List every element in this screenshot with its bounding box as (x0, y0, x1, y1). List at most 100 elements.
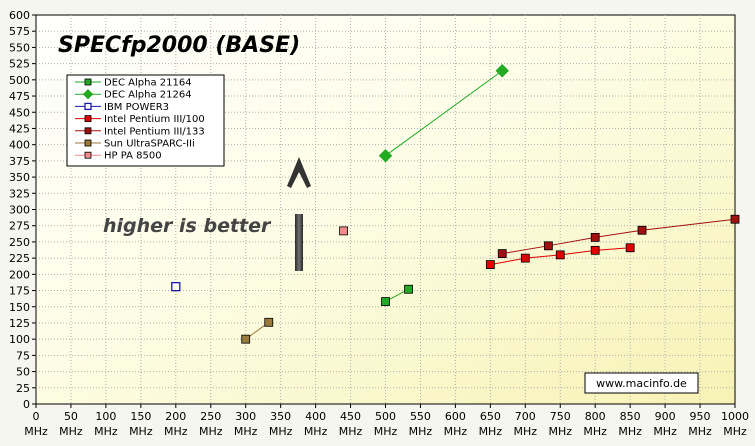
series-dec-alpha-21164 (381, 284, 413, 306)
x-tick-label: 800 (585, 410, 606, 423)
x-tick-label: 850 (620, 410, 641, 423)
x-tick-unit: MHz (269, 425, 293, 438)
data-point (495, 64, 509, 78)
x-tick-unit: MHz (24, 425, 48, 438)
x-tick-unit: MHz (164, 425, 188, 438)
legend-label: HP PA 8500 (104, 151, 162, 162)
y-tick-label: 200 (9, 268, 30, 281)
legend-box (66, 74, 225, 167)
x-tick-label: 50 (64, 410, 78, 423)
x-tick-label: 450 (340, 410, 361, 423)
legend-label: Sun UltraSPARC-IIi (104, 139, 195, 150)
x-tick-unit: MHz (548, 425, 572, 438)
legend-item: Intel Pentium III/100 (75, 114, 205, 125)
x-tick-label: 700 (515, 410, 536, 423)
y-tick-label: 250 (9, 236, 30, 249)
y-tick-label: 600 (9, 9, 30, 22)
data-point (730, 214, 740, 224)
legend-item: Sun UltraSPARC-IIi (75, 139, 195, 150)
x-tick-label: 0 (33, 410, 40, 423)
watermark-box (584, 372, 699, 394)
y-tick-label: 325 (9, 187, 30, 200)
x-tick-label: 350 (270, 410, 291, 423)
x-tick-unit: MHz (688, 425, 712, 438)
x-tick-unit: MHz (479, 425, 503, 438)
y-tick-label: 100 (9, 333, 30, 346)
x-tick-unit: MHz (444, 425, 468, 438)
watermark-text: www.macinfo.de (596, 377, 687, 390)
x-tick-label: 250 (200, 410, 221, 423)
x-tick-label: 400 (305, 410, 326, 423)
watermark: www.macinfo.de (584, 372, 699, 394)
x-tick-unit: MHz (723, 425, 747, 438)
y-tick-label: 375 (9, 155, 30, 168)
y-tick-label: 25 (16, 382, 30, 395)
y-tick-label: 475 (9, 90, 30, 103)
annotation-text: higher is better (103, 215, 272, 237)
data-point (84, 139, 92, 147)
data-point (84, 151, 92, 159)
x-tick-label: 950 (690, 410, 711, 423)
legend-item: IBM POWER3 (75, 102, 169, 113)
x-tick-unit: MHz (94, 425, 118, 438)
data-point (404, 284, 413, 294)
data-point (84, 127, 92, 135)
up-arrow-icon (287, 157, 311, 271)
legend-label: Intel Pentium III/133 (104, 126, 205, 137)
y-tick-label: 275 (9, 220, 30, 233)
data-point (555, 250, 565, 260)
series-intel-pentium-iii-133 (497, 214, 740, 258)
legend-item: Intel Pentium III/133 (75, 126, 205, 137)
series-dec-alpha-21264 (378, 64, 509, 163)
x-tick-unit: MHz (199, 425, 223, 438)
data-point (171, 282, 181, 292)
x-tick-label: 900 (655, 410, 676, 423)
x-tick-label: 550 (410, 410, 431, 423)
axes: 0 25 50 75 100 125 150 175 200 225 250 275 300 325 350… (9, 9, 749, 438)
x-tick-unit: MHz (234, 425, 258, 438)
x-tick-label: 100 (95, 410, 116, 423)
data-point (381, 297, 390, 306)
y-tick-label: 575 (9, 25, 30, 38)
series-line (385, 70, 503, 157)
y-tick-label: 400 (9, 139, 30, 152)
x-tick-label: 750 (550, 410, 571, 423)
y-tick-label: 300 (9, 204, 30, 217)
data-point (637, 225, 647, 235)
y-tick-label: 525 (9, 58, 30, 71)
legend-label: IBM POWER3 (104, 102, 169, 113)
data-point (625, 243, 635, 253)
y-tick-label: 75 (16, 349, 30, 362)
data-point (590, 232, 600, 242)
x-tick-unit: MHz (129, 425, 153, 438)
x-tick-unit: MHz (409, 425, 433, 438)
data-point (241, 334, 251, 344)
chart-title: SPECfp2000 (BASE) (58, 33, 300, 58)
x-tick-label: 200 (165, 410, 186, 423)
legend-label: DEC Alpha 21264 (104, 90, 192, 101)
x-tick-unit: MHz (339, 425, 363, 438)
series-layer (171, 64, 740, 344)
data-point (84, 78, 92, 86)
data-point (590, 245, 600, 255)
y-tick-label: 450 (9, 106, 30, 119)
x-tick-unit: MHz (618, 425, 642, 438)
y-tick-label: 175 (9, 285, 30, 298)
data-point (497, 249, 507, 258)
x-tick-unit: MHz (514, 425, 538, 438)
y-tick-label: 0 (23, 398, 30, 411)
x-tick-label: 300 (235, 410, 256, 423)
series-sun-ultrasparc-iii (241, 317, 274, 344)
x-tick-unit: MHz (653, 425, 677, 438)
data-point (485, 260, 495, 270)
y-tick-label: 225 (9, 252, 30, 265)
y-tick-label: 125 (9, 317, 30, 330)
legend-item: DEC Alpha 21264 (75, 88, 192, 101)
x-tick-unit: MHz (304, 425, 328, 438)
series-intel-pentium-iii-100 (485, 243, 635, 270)
data-point (82, 88, 94, 100)
data-point (378, 148, 393, 163)
